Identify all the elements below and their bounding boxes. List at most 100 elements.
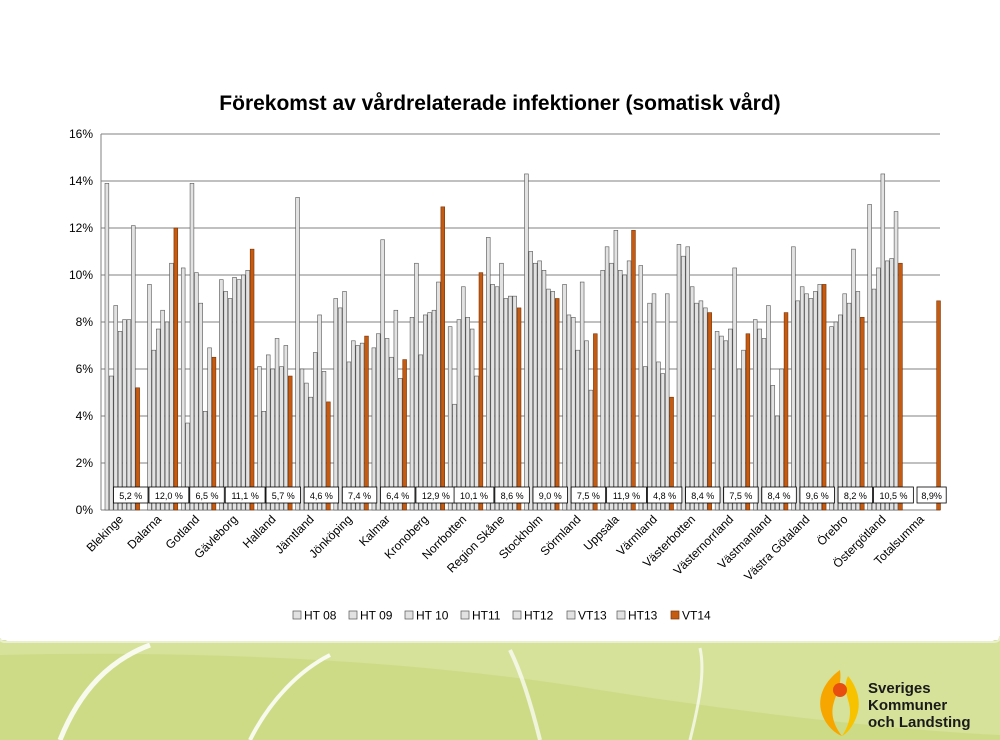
data-label-box (303, 486, 340, 504)
bar-ht-10 (380, 239, 385, 511)
bar-ht-09 (719, 335, 724, 511)
bar-ht11 (689, 286, 695, 511)
x-category-label: Västra Götaland (741, 512, 812, 583)
bar-ht11 (728, 328, 733, 511)
legend-swatch (616, 610, 626, 620)
bar-vt13 (508, 295, 513, 511)
bar-ht12 (579, 281, 585, 511)
bar-ht-09 (757, 328, 762, 511)
bar-ht12 (274, 338, 280, 511)
bar-ht12 (618, 269, 623, 511)
data-label: 12,0 % (155, 491, 183, 501)
bar-vt13 (584, 340, 589, 511)
bar-vt14 (249, 248, 255, 511)
bar-ht11 (613, 230, 619, 511)
bar-ht13 (588, 389, 594, 511)
bar-ht11 (117, 331, 123, 511)
bar-ht13 (703, 307, 708, 511)
bar-ht13 (436, 281, 441, 511)
bar-ht13 (512, 295, 517, 511)
legend-swatch (292, 610, 302, 620)
bar-ht11 (308, 396, 313, 511)
legend-entry: HT 09 (360, 609, 393, 623)
bar-ht-08 (333, 298, 338, 511)
bar-ht-10 (418, 354, 423, 511)
bar-ht11 (499, 262, 504, 511)
bar-ht13 (893, 211, 899, 511)
data-label: 4,6 % (310, 491, 333, 501)
data-label-box (224, 486, 266, 504)
legend-swatch (404, 610, 414, 620)
y-tick-label: 6% (76, 362, 94, 376)
bar-ht-09 (566, 314, 572, 511)
bar-vt14 (173, 227, 179, 511)
data-label-box (873, 486, 914, 504)
bar-ht-10 (456, 319, 462, 511)
data-label: 5,2 % (119, 491, 142, 501)
bar-ht12 (389, 356, 394, 511)
legend-entry: HT12 (524, 609, 554, 623)
bar-vt14 (707, 312, 712, 511)
bar-vt14 (326, 401, 331, 511)
bar-vt13 (164, 321, 170, 511)
data-label: 8,9% (921, 491, 942, 501)
legend-entry: HT 08 (304, 609, 337, 623)
bar-ht-09 (528, 251, 534, 511)
bar-ht-10 (647, 302, 652, 511)
bar-vt13 (546, 288, 551, 511)
bar-ht12 (846, 302, 852, 511)
bar-vt14 (745, 333, 751, 511)
bar-vt14 (364, 335, 369, 511)
bar-ht-10 (151, 349, 157, 511)
y-tick-label: 14% (69, 174, 93, 188)
bar-ht-09 (795, 300, 800, 511)
bar-ht-08 (524, 173, 529, 511)
bar-vt13 (469, 328, 475, 511)
bar-vt13 (393, 309, 399, 511)
bar-ht-09 (376, 333, 381, 511)
x-category-label: Dalarna (125, 512, 165, 552)
legend-swatch (460, 610, 470, 620)
bar-vt13 (775, 415, 780, 511)
x-category-label: Sörmland (537, 512, 583, 558)
bar-ht12 (694, 302, 699, 511)
bar-ht13 (321, 371, 327, 511)
bar-vt13 (202, 410, 208, 511)
bar-vt14 (936, 300, 941, 511)
bar-ht11 (461, 286, 466, 511)
bar-ht-08 (638, 265, 644, 511)
data-label: 8,4 % (691, 491, 714, 501)
data-label-box (606, 486, 647, 504)
bar-ht11 (156, 328, 161, 511)
data-label: 7,4 % (348, 491, 371, 501)
bar-ht-10 (532, 262, 538, 511)
bar-ht-10 (113, 305, 118, 511)
data-label: 10,5 % (879, 491, 907, 501)
bar-ht11 (766, 305, 771, 511)
x-category-label: Blekinge (84, 512, 127, 555)
bar-ht12 (351, 340, 356, 511)
x-category-label: Kalmar (356, 512, 393, 549)
y-tick-label: 10% (69, 268, 93, 282)
data-label-box (799, 486, 835, 504)
bar-ht12 (770, 385, 776, 511)
y-tick-label: 8% (76, 315, 94, 329)
data-label: 6,5 % (196, 491, 219, 501)
bar-ht-09 (833, 321, 839, 511)
bar-ht13 (398, 378, 403, 511)
data-label: 9,6 % (806, 491, 829, 501)
bar-ht12 (732, 267, 737, 511)
data-label-box (189, 486, 225, 504)
bar-vt14 (631, 230, 636, 511)
data-label-box (916, 486, 947, 504)
bar-ht12 (885, 260, 890, 511)
data-label: 9,0 % (539, 491, 562, 501)
data-label: 7,5 % (577, 491, 600, 501)
bar-ht12 (465, 316, 470, 511)
bar-ht-08 (714, 331, 720, 511)
bar-ht-08 (753, 319, 758, 511)
bar-ht11 (384, 338, 390, 511)
bar-vt13 (736, 368, 742, 511)
data-label-box (532, 486, 568, 504)
